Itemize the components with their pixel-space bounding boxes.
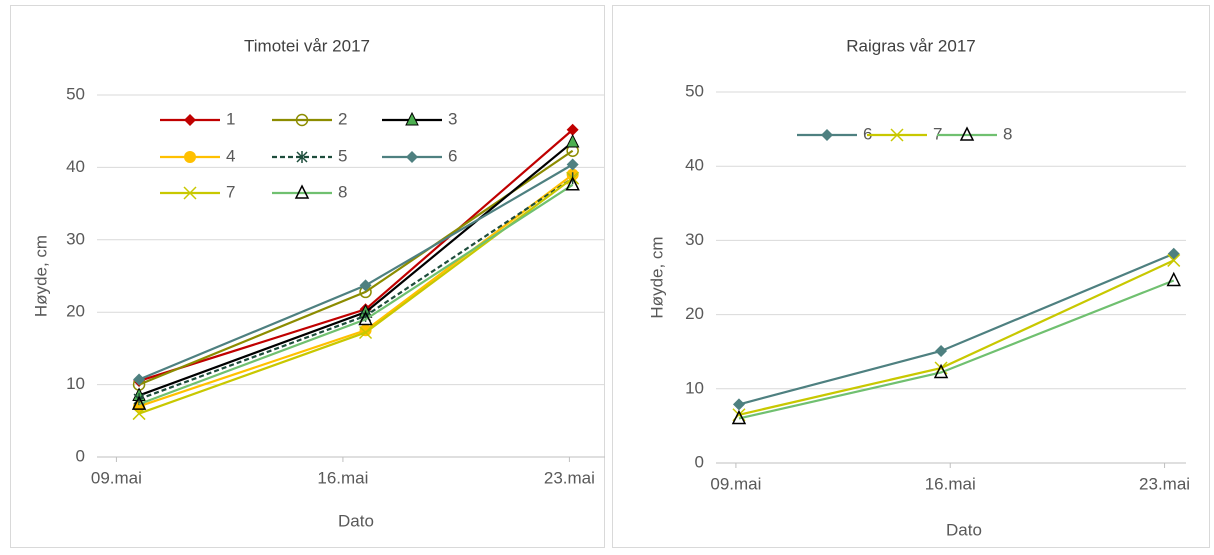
y-tick-label: 50 bbox=[66, 84, 85, 103]
series-line bbox=[138, 183, 574, 406]
x-tick-label: 23.mai bbox=[1139, 474, 1190, 493]
marker bbox=[131, 395, 147, 410]
marker bbox=[566, 158, 579, 171]
x-axis-title: Dato bbox=[338, 511, 374, 530]
legend-marker bbox=[184, 114, 196, 126]
y-tick-label: 0 bbox=[76, 446, 85, 465]
legend-item: 6 bbox=[382, 146, 457, 165]
legend-label: 4 bbox=[226, 146, 235, 165]
chart-title: Timotei vår 2017 bbox=[244, 36, 370, 55]
legend-label: 1 bbox=[226, 109, 235, 128]
legend-item: 4 bbox=[160, 146, 235, 165]
marker bbox=[732, 398, 745, 411]
legend-item: 6 bbox=[797, 124, 872, 143]
legend-marker bbox=[295, 113, 309, 127]
series-line bbox=[738, 252, 1175, 406]
marker bbox=[1167, 253, 1181, 267]
legend-item: 8 bbox=[937, 124, 1012, 143]
y-tick-label: 0 bbox=[695, 452, 704, 471]
marker bbox=[358, 310, 373, 326]
y-tick-label: 20 bbox=[66, 302, 85, 321]
legend-item: 5 bbox=[272, 146, 347, 165]
y-tick-label: 40 bbox=[66, 157, 85, 176]
legend-marker bbox=[184, 151, 196, 163]
y-tick-label: 40 bbox=[685, 156, 704, 175]
legend-label: 8 bbox=[1003, 124, 1012, 143]
x-tick-label: 23.mai bbox=[544, 468, 595, 487]
legend-label: 7 bbox=[226, 182, 235, 201]
legend-label: 2 bbox=[338, 109, 347, 128]
marker bbox=[731, 409, 747, 425]
y-tick-label: 20 bbox=[685, 304, 704, 323]
marker bbox=[359, 325, 373, 340]
marker bbox=[1166, 271, 1181, 287]
x-tick-label: 16.mai bbox=[317, 468, 368, 487]
marker bbox=[565, 133, 580, 148]
legend-item: 7 bbox=[160, 182, 235, 201]
y-tick-label: 30 bbox=[66, 229, 85, 248]
legend-label: 6 bbox=[448, 146, 457, 165]
y-axis-title: Høyde, cm bbox=[647, 236, 666, 318]
chart-title: Raigras vår 2017 bbox=[846, 36, 975, 55]
chart-frame bbox=[10, 5, 605, 548]
legend-item: 3 bbox=[382, 109, 457, 128]
legend-marker bbox=[405, 111, 419, 126]
marker bbox=[933, 363, 949, 379]
marker bbox=[566, 123, 579, 136]
y-tick-label: 10 bbox=[66, 374, 85, 393]
y-tick-label: 10 bbox=[685, 378, 704, 397]
legend-label: 3 bbox=[448, 109, 457, 128]
series-line bbox=[738, 259, 1175, 416]
y-tick-label: 50 bbox=[685, 81, 704, 100]
legend-marker bbox=[183, 186, 197, 200]
legend-marker bbox=[959, 126, 975, 141]
legend-marker bbox=[890, 128, 904, 142]
x-axis-title: Dato bbox=[946, 520, 982, 539]
x-tick-label: 16.mai bbox=[925, 474, 976, 493]
chart-frame bbox=[612, 5, 1210, 548]
series-line bbox=[738, 279, 1175, 420]
x-tick-label: 09.mai bbox=[710, 474, 761, 493]
x-tick-label: 09.mai bbox=[91, 468, 142, 487]
marker bbox=[1167, 247, 1180, 260]
legend-marker bbox=[821, 129, 833, 141]
legend-label: 5 bbox=[338, 146, 347, 165]
legend-item: 7 bbox=[867, 124, 942, 143]
y-axis-title: Høyde, cm bbox=[31, 235, 50, 317]
marker bbox=[133, 373, 146, 386]
marker bbox=[565, 176, 580, 191]
legend-item: 1 bbox=[160, 109, 235, 128]
marker bbox=[359, 279, 372, 292]
legend-label: 8 bbox=[338, 182, 347, 201]
legend-marker bbox=[294, 184, 310, 199]
legend-item: 8 bbox=[272, 182, 347, 201]
y-tick-label: 30 bbox=[685, 230, 704, 249]
legend-marker bbox=[296, 151, 308, 163]
legend-marker bbox=[406, 151, 418, 163]
marker bbox=[935, 344, 948, 357]
legend-item: 2 bbox=[272, 109, 347, 128]
